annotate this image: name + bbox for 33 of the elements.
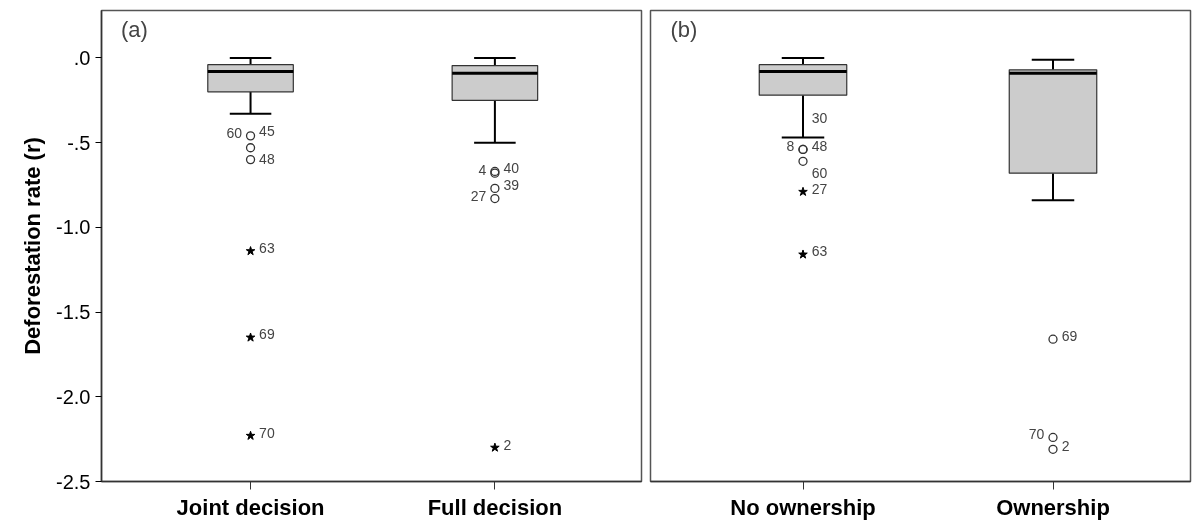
y-tick-label: -2.0: [56, 385, 91, 408]
y-axis-title: Deforestation rate (r): [20, 137, 46, 355]
annotation: 70: [259, 424, 275, 441]
annotation: 39: [503, 177, 520, 194]
annotation: 27: [470, 187, 487, 204]
annotation: 45: [259, 123, 275, 140]
y-tick-label: -1.5: [56, 301, 91, 324]
annotation: 30: [811, 110, 828, 127]
y-tick-label: .0: [73, 46, 91, 69]
annotation: 4: [478, 162, 487, 179]
annotation: 8: [786, 138, 795, 155]
y-tick-label: -2.5: [56, 470, 91, 493]
annotation: 40: [503, 160, 520, 177]
x-tick-label: Full decision: [427, 494, 563, 520]
annotation: 2: [503, 436, 512, 453]
annotation: 63: [811, 243, 828, 260]
annotation: 60: [811, 164, 828, 181]
annotation: 69: [1061, 328, 1078, 345]
chart-title: (a): [121, 17, 148, 43]
x-tick-label: Ownership: [996, 494, 1110, 520]
annotation: 63: [259, 240, 275, 257]
chart-title: (b): [670, 17, 698, 43]
annotation: 2: [1061, 438, 1070, 455]
y-tick-label: -.5: [67, 131, 91, 154]
annotation: 60: [226, 124, 243, 141]
y-tick-label: -1.0: [56, 216, 91, 239]
annotation: 27: [811, 180, 828, 197]
annotation: 70: [1028, 426, 1045, 443]
annotation: 48: [811, 138, 828, 155]
x-tick-label: Joint decision: [176, 494, 325, 520]
annotation: 48: [259, 151, 275, 168]
annotation: 69: [259, 326, 275, 343]
x-tick-label: No ownership: [730, 494, 876, 520]
